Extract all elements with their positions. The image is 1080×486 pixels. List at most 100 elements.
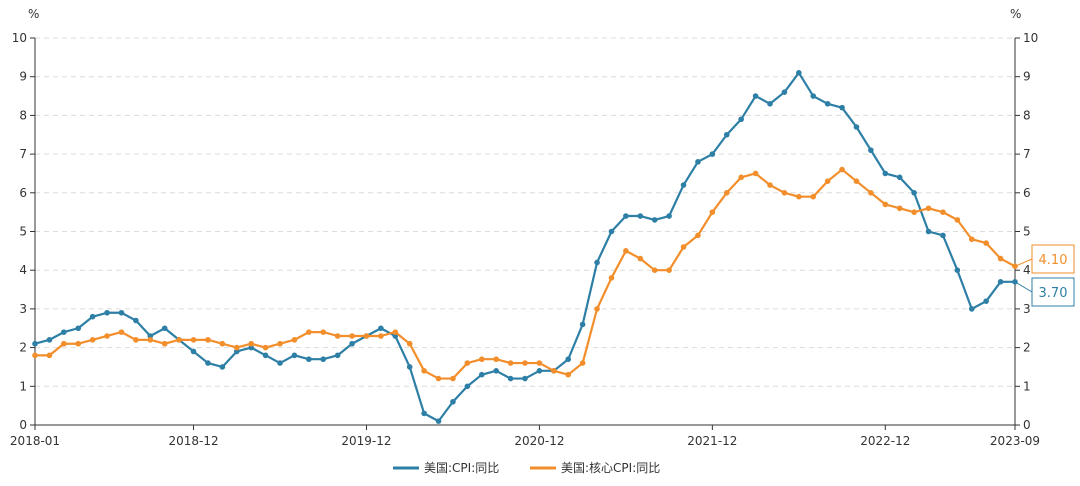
data-point xyxy=(796,193,802,200)
data-point xyxy=(32,340,38,347)
data-point xyxy=(896,174,903,181)
y-tick-label-right: 4 xyxy=(1023,263,1031,277)
data-point xyxy=(868,147,874,154)
data-point xyxy=(507,360,514,366)
y-tick-label-right: 5 xyxy=(1023,225,1031,239)
data-point xyxy=(306,356,312,363)
data-point xyxy=(810,93,817,99)
legend-label-cpi: 美国:CPI:同比 xyxy=(424,461,499,475)
y-tick-label-left: 3 xyxy=(19,302,27,316)
x-tick-label: 2022-12 xyxy=(860,434,910,448)
y-tick-label-left: 4 xyxy=(19,263,27,277)
end-label-1: 4.10 xyxy=(1014,244,1075,274)
end-label-0: 3.70 xyxy=(1014,277,1075,307)
y-tick-label-right: 7 xyxy=(1023,147,1031,161)
data-point xyxy=(205,337,211,343)
x-tick-label: 2019-12 xyxy=(341,434,391,448)
data-point xyxy=(551,368,557,374)
data-point xyxy=(637,213,644,219)
data-point xyxy=(421,410,427,417)
data-point xyxy=(406,340,413,347)
data-point xyxy=(291,352,298,359)
data-point xyxy=(464,360,471,366)
data-point xyxy=(781,89,788,95)
series-layer xyxy=(32,70,1018,424)
data-point xyxy=(478,356,485,363)
legend-item-core-cpi[interactable]: 美国:核心CPI:同比 xyxy=(530,461,660,475)
data-point xyxy=(248,340,254,347)
data-point xyxy=(190,337,197,343)
y-tick-label-left: 7 xyxy=(19,147,27,161)
data-point xyxy=(911,190,917,196)
y-tick-label-left: 0 xyxy=(19,418,27,432)
data-point xyxy=(565,371,572,378)
data-point xyxy=(493,368,499,374)
x-tick-label: 2020-12 xyxy=(514,434,564,448)
y-tick-label-left: 5 xyxy=(19,225,27,239)
data-point xyxy=(61,329,67,335)
data-point xyxy=(219,340,226,347)
end-label-connector xyxy=(1014,281,1033,293)
data-point xyxy=(824,100,831,107)
data-point xyxy=(147,337,154,343)
data-point xyxy=(75,340,82,347)
data-point xyxy=(118,329,125,335)
data-point xyxy=(493,356,499,363)
data-point xyxy=(882,201,889,208)
data-point xyxy=(911,209,917,215)
data-point xyxy=(406,364,413,370)
data-point xyxy=(752,93,759,99)
data-point xyxy=(133,317,139,324)
data-point xyxy=(752,170,759,177)
end-label-box xyxy=(1031,244,1075,274)
end-label-connector xyxy=(1014,258,1033,267)
data-point xyxy=(824,178,831,184)
data-point xyxy=(536,368,543,374)
data-point xyxy=(853,124,860,130)
data-point xyxy=(334,333,341,339)
data-point xyxy=(306,329,312,335)
data-point xyxy=(75,325,82,332)
data-point xyxy=(320,356,327,363)
y-tick-label-left: 9 xyxy=(19,70,27,84)
data-point xyxy=(997,255,1004,262)
data-point xyxy=(522,360,528,366)
x-ticks: 2018-01 2018-12 2019-12 2020-12 2021-12 2022-… xyxy=(10,425,1040,448)
data-point xyxy=(666,267,672,274)
y-tick-label-right: 0 xyxy=(1023,418,1031,432)
legend-item-cpi[interactable]: 美国:CPI:同比 xyxy=(393,461,499,475)
data-point xyxy=(781,190,788,196)
data-point xyxy=(925,205,932,212)
data-point xyxy=(997,279,1004,285)
data-point xyxy=(262,344,269,351)
data-point xyxy=(608,275,615,281)
data-point xyxy=(450,375,456,382)
legend[interactable]: 美国:CPI:同比 美国:核心CPI:同比 xyxy=(393,461,660,475)
data-point xyxy=(219,364,226,370)
x-tick-label: 2018-12 xyxy=(168,434,218,448)
y-ticks-right: 0 1 2 3 4 5 6 7 8 9 10 xyxy=(1015,31,1038,432)
data-point xyxy=(579,360,586,366)
data-point xyxy=(1012,263,1018,270)
end-label-value: 4.10 xyxy=(1039,253,1068,268)
data-point xyxy=(176,337,182,343)
y-axis-unit-right: % xyxy=(1010,7,1021,21)
data-point xyxy=(89,337,96,343)
data-point xyxy=(277,360,283,366)
data-point xyxy=(954,217,961,223)
data-point xyxy=(796,70,802,76)
data-point xyxy=(205,360,211,366)
data-point xyxy=(133,337,139,343)
data-point xyxy=(709,209,716,215)
data-point xyxy=(190,348,197,355)
y-tick-label-left: 10 xyxy=(12,31,27,45)
y-tick-label-left: 2 xyxy=(19,341,27,355)
data-point xyxy=(896,205,903,212)
data-point xyxy=(378,333,384,339)
data-point xyxy=(104,333,110,339)
data-point xyxy=(594,306,600,312)
data-point xyxy=(104,309,110,316)
data-point xyxy=(810,193,817,200)
data-point xyxy=(478,371,485,378)
